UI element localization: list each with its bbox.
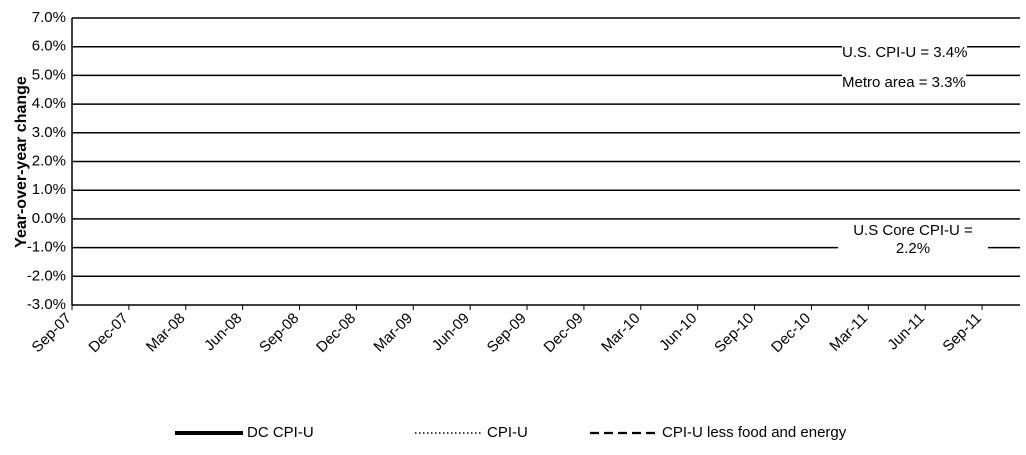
y-tick-label: 7.0% — [32, 9, 66, 26]
annotation: U.S. CPI-U = 3.4% — [842, 44, 968, 62]
x-tick-label: Dec-10 — [768, 310, 814, 356]
x-tick-label: Jun-10 — [656, 310, 700, 354]
y-tick-label: 1.0% — [32, 181, 66, 198]
y-axis-label: Year-over-year change — [13, 76, 30, 248]
y-tick-label: -2.0% — [27, 267, 66, 284]
x-tick-label: Mar-11 — [826, 310, 871, 355]
y-tick-label: -1.0% — [27, 239, 66, 256]
x-tick-label: Sep-10 — [711, 310, 757, 356]
y-tick-label: 6.0% — [32, 38, 66, 55]
legend-label: CPI-U — [487, 424, 528, 441]
annotation: U.S Core CPI-U = 2.2% — [838, 222, 988, 258]
legend-label: DC CPI-U — [247, 424, 314, 441]
y-tick-label: 4.0% — [32, 95, 66, 112]
legend-label: CPI-U less food and energy — [662, 424, 847, 441]
x-tick-label: Dec-07 — [85, 310, 131, 356]
x-tick-label: Sep-11 — [939, 310, 984, 355]
annotation: Metro area = 3.3% — [842, 74, 966, 92]
x-tick-label: Jun-08 — [201, 310, 245, 354]
y-tick-label: 3.0% — [32, 124, 66, 141]
x-tick-label: Mar-08 — [143, 310, 189, 356]
y-tick-label: -3.0% — [27, 296, 66, 313]
x-tick-label: Jun-11 — [884, 310, 928, 354]
x-tick-label: Sep-07 — [29, 310, 75, 356]
x-tick-label: Sep-08 — [256, 310, 302, 356]
x-tick-label: Mar-09 — [370, 310, 416, 356]
x-tick-label: Sep-09 — [484, 310, 530, 356]
x-tick-label: Jun-09 — [429, 310, 473, 354]
y-tick-label: 5.0% — [32, 66, 66, 83]
x-tick-label: Dec-09 — [541, 310, 587, 356]
y-tick-label: 2.0% — [32, 152, 66, 169]
y-tick-label: 0.0% — [32, 210, 66, 227]
x-tick-label: Dec-08 — [313, 310, 359, 356]
x-tick-label: Mar-10 — [598, 310, 644, 356]
